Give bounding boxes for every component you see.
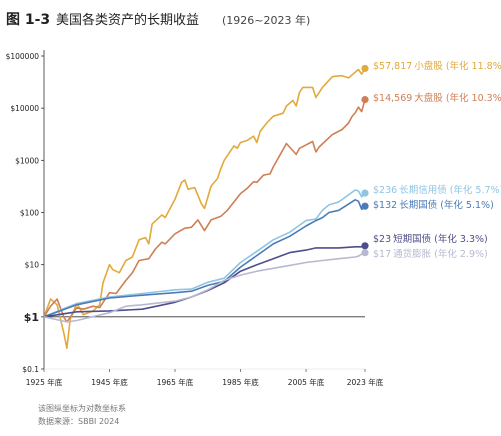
y-tick-label: $100 (20, 209, 39, 218)
footnote-log-scale: 该图纵坐标为对数坐标系 (38, 403, 126, 413)
footnote-source: 数据来源：SBBI 2024 (38, 416, 119, 426)
series-lines (43, 64, 369, 349)
series-end-value: $23 (373, 234, 391, 245)
y-tick-label: $100000 (6, 52, 40, 61)
series-end-point (361, 202, 369, 210)
x-tick-label: 2005 年底 (288, 377, 325, 387)
series-line (43, 199, 366, 318)
series-end-value: $236 (373, 185, 397, 196)
y-tick-label: $10 (25, 261, 40, 270)
chart-title-range: (1926~2023 年) (222, 13, 310, 27)
series-line (43, 99, 366, 323)
series-label: 长期国债 (年化 5.1%) (399, 199, 494, 211)
series-label: 短期国债 (年化 3.3%) (393, 233, 488, 245)
series-line (43, 245, 366, 318)
series-end-value: $132 (373, 200, 397, 211)
series-label: 大盘股 (年化 10.3%) (414, 92, 501, 104)
series-line (43, 67, 366, 349)
series-end-point (361, 96, 369, 104)
y-tick-label: $1 (24, 311, 39, 324)
y-tick-label: $10000 (10, 104, 39, 113)
series-end-value: $14,569 (373, 93, 412, 104)
series-end-point (361, 64, 369, 73)
y-tick-label: $0.1 (22, 365, 39, 374)
x-tick-label: 1985 年底 (222, 377, 259, 387)
x-tick-label: 1925 年底 (26, 377, 63, 387)
series-line (43, 189, 366, 318)
series-end-value: $57,817 (373, 61, 412, 72)
figure-label: 图 1-3 (6, 12, 50, 28)
axes: $100000 $10000 $1000 $100 $10 $1 $0.1 1925 年底 19… (6, 50, 384, 387)
series-label: 通货膨胀 (年化 2.9%) (393, 248, 488, 260)
series-line (43, 251, 366, 323)
series-labels: $57,817 小盘股 (年化 11.8%) $14,569 大盘股 (年化 10.3… (373, 60, 501, 260)
chart-title: 美国各类资产的长期收益 (56, 12, 199, 28)
x-tick-label: 1965 年底 (157, 377, 194, 387)
series-end-point (361, 242, 369, 250)
y-tick-label: $1000 (15, 156, 39, 165)
series-end-value: $17 (373, 249, 391, 260)
x-tick-label: 1945 年底 (91, 377, 128, 387)
series-end-point (361, 189, 369, 197)
series-label: 小盘股 (年化 11.8%) (414, 60, 501, 72)
series-end-point (361, 249, 369, 257)
series-label: 长期信用债 (年化 5.7%) (399, 184, 501, 196)
x-tick-label: 2023 年底 (347, 377, 384, 387)
